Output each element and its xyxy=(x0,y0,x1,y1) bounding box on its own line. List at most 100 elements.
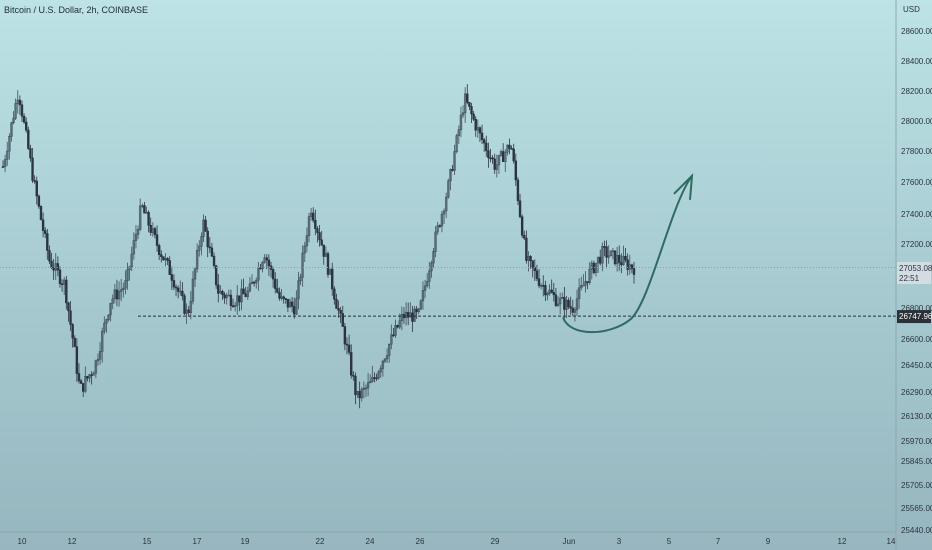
candle-body xyxy=(284,298,287,300)
candle-body xyxy=(134,234,138,241)
candle-body xyxy=(594,262,598,274)
candle-body xyxy=(567,299,570,307)
candle-body xyxy=(46,233,49,251)
candle-body xyxy=(223,294,226,299)
candle-body xyxy=(244,293,247,297)
candle-body xyxy=(480,132,484,141)
time-tick-label: 22 xyxy=(316,537,325,546)
candle-body xyxy=(558,297,562,305)
candle-body xyxy=(20,104,24,117)
price-tick-label: 28600.00 xyxy=(901,27,932,36)
candle-body xyxy=(147,212,150,226)
candle-body xyxy=(504,151,507,162)
time-tick-label: 17 xyxy=(193,537,202,546)
candle-body xyxy=(341,313,344,327)
candle-body xyxy=(305,235,309,247)
candle-body xyxy=(225,294,228,299)
candle-body xyxy=(499,151,503,156)
candle-body xyxy=(214,265,218,286)
time-axis[interactable]: 10 12 15 17 19 22 24 26 29 Jun 3 5 7 9 12 14 xyxy=(18,537,896,546)
candle-body xyxy=(312,212,315,221)
candle-body xyxy=(451,169,454,171)
candle-body xyxy=(276,288,279,293)
candle-body xyxy=(320,239,323,246)
candle-body xyxy=(387,343,391,356)
candle-body xyxy=(263,257,266,263)
price-tick-label: 26290.00 xyxy=(901,388,932,397)
candle-body xyxy=(153,228,157,236)
candle-body xyxy=(35,180,38,197)
price-tick-label: 27200.00 xyxy=(901,240,932,249)
candle-body xyxy=(238,295,241,303)
candle-body xyxy=(63,279,66,285)
candle-body xyxy=(409,312,412,318)
time-tick-label: 26 xyxy=(416,537,425,546)
candle-body xyxy=(577,287,581,300)
candle-body xyxy=(354,375,357,395)
candle-body xyxy=(12,117,15,124)
candle-body xyxy=(185,309,188,314)
candle-body xyxy=(586,281,589,283)
candle-body xyxy=(615,255,619,265)
price-tick-label: 27600.00 xyxy=(901,178,932,187)
candle-body xyxy=(487,150,490,159)
candle-body xyxy=(599,256,602,264)
candle-body xyxy=(533,267,537,272)
candles-layer xyxy=(1,84,636,409)
candle-body xyxy=(523,234,526,239)
price-axis[interactable]: 28600.00 28400.00 28200.00 28000.00 27800.00… xyxy=(901,27,932,535)
candle-body xyxy=(436,225,439,233)
candle-body xyxy=(29,148,32,159)
candle-body xyxy=(10,122,13,137)
candle-body xyxy=(613,250,617,265)
candle-body xyxy=(430,262,433,272)
candle-body xyxy=(569,306,572,309)
candle-body xyxy=(22,115,26,123)
price-tick-label: 25845.00 xyxy=(901,457,932,466)
candle-body xyxy=(65,279,68,304)
candle-body xyxy=(191,278,195,302)
candle-body xyxy=(94,360,98,374)
candle-body xyxy=(231,305,235,308)
candle-body xyxy=(318,232,321,241)
candle-body xyxy=(624,256,627,261)
time-tick-label: 10 xyxy=(18,537,27,546)
candle-body xyxy=(176,287,180,292)
candle-body xyxy=(172,280,176,288)
candle-body xyxy=(278,291,281,299)
candle-body xyxy=(179,290,182,293)
candle-body xyxy=(316,228,319,233)
candle-body xyxy=(554,294,558,306)
candle-body xyxy=(255,279,258,284)
candle-body xyxy=(18,99,22,106)
candle-body xyxy=(96,358,100,362)
candle-body xyxy=(573,309,577,313)
candle-body xyxy=(563,296,566,310)
candle-body xyxy=(280,296,283,299)
candle-body xyxy=(356,390,359,395)
candle-body xyxy=(514,160,518,181)
current-price-label: 27053.08 22:51 xyxy=(897,262,932,284)
candle-body xyxy=(151,228,155,233)
candle-body xyxy=(379,368,382,373)
time-tick-label: Jun xyxy=(563,537,576,546)
candle-body xyxy=(145,212,148,214)
price-tick-label: 26450.00 xyxy=(901,361,932,370)
candle-body xyxy=(518,200,522,218)
candle-body xyxy=(233,304,237,308)
candle-body xyxy=(117,291,121,300)
price-tick-label: 25970.00 xyxy=(901,437,932,446)
candle-body xyxy=(339,310,342,314)
candle-body xyxy=(453,151,456,171)
candle-body xyxy=(212,255,216,266)
candle-body xyxy=(73,337,76,348)
candle-body xyxy=(170,274,174,281)
candle-body xyxy=(590,262,593,270)
candle-body xyxy=(381,360,385,369)
candle-body xyxy=(141,205,144,207)
candle-body xyxy=(425,281,429,287)
candle-body xyxy=(601,246,604,264)
candle-body xyxy=(227,294,231,297)
